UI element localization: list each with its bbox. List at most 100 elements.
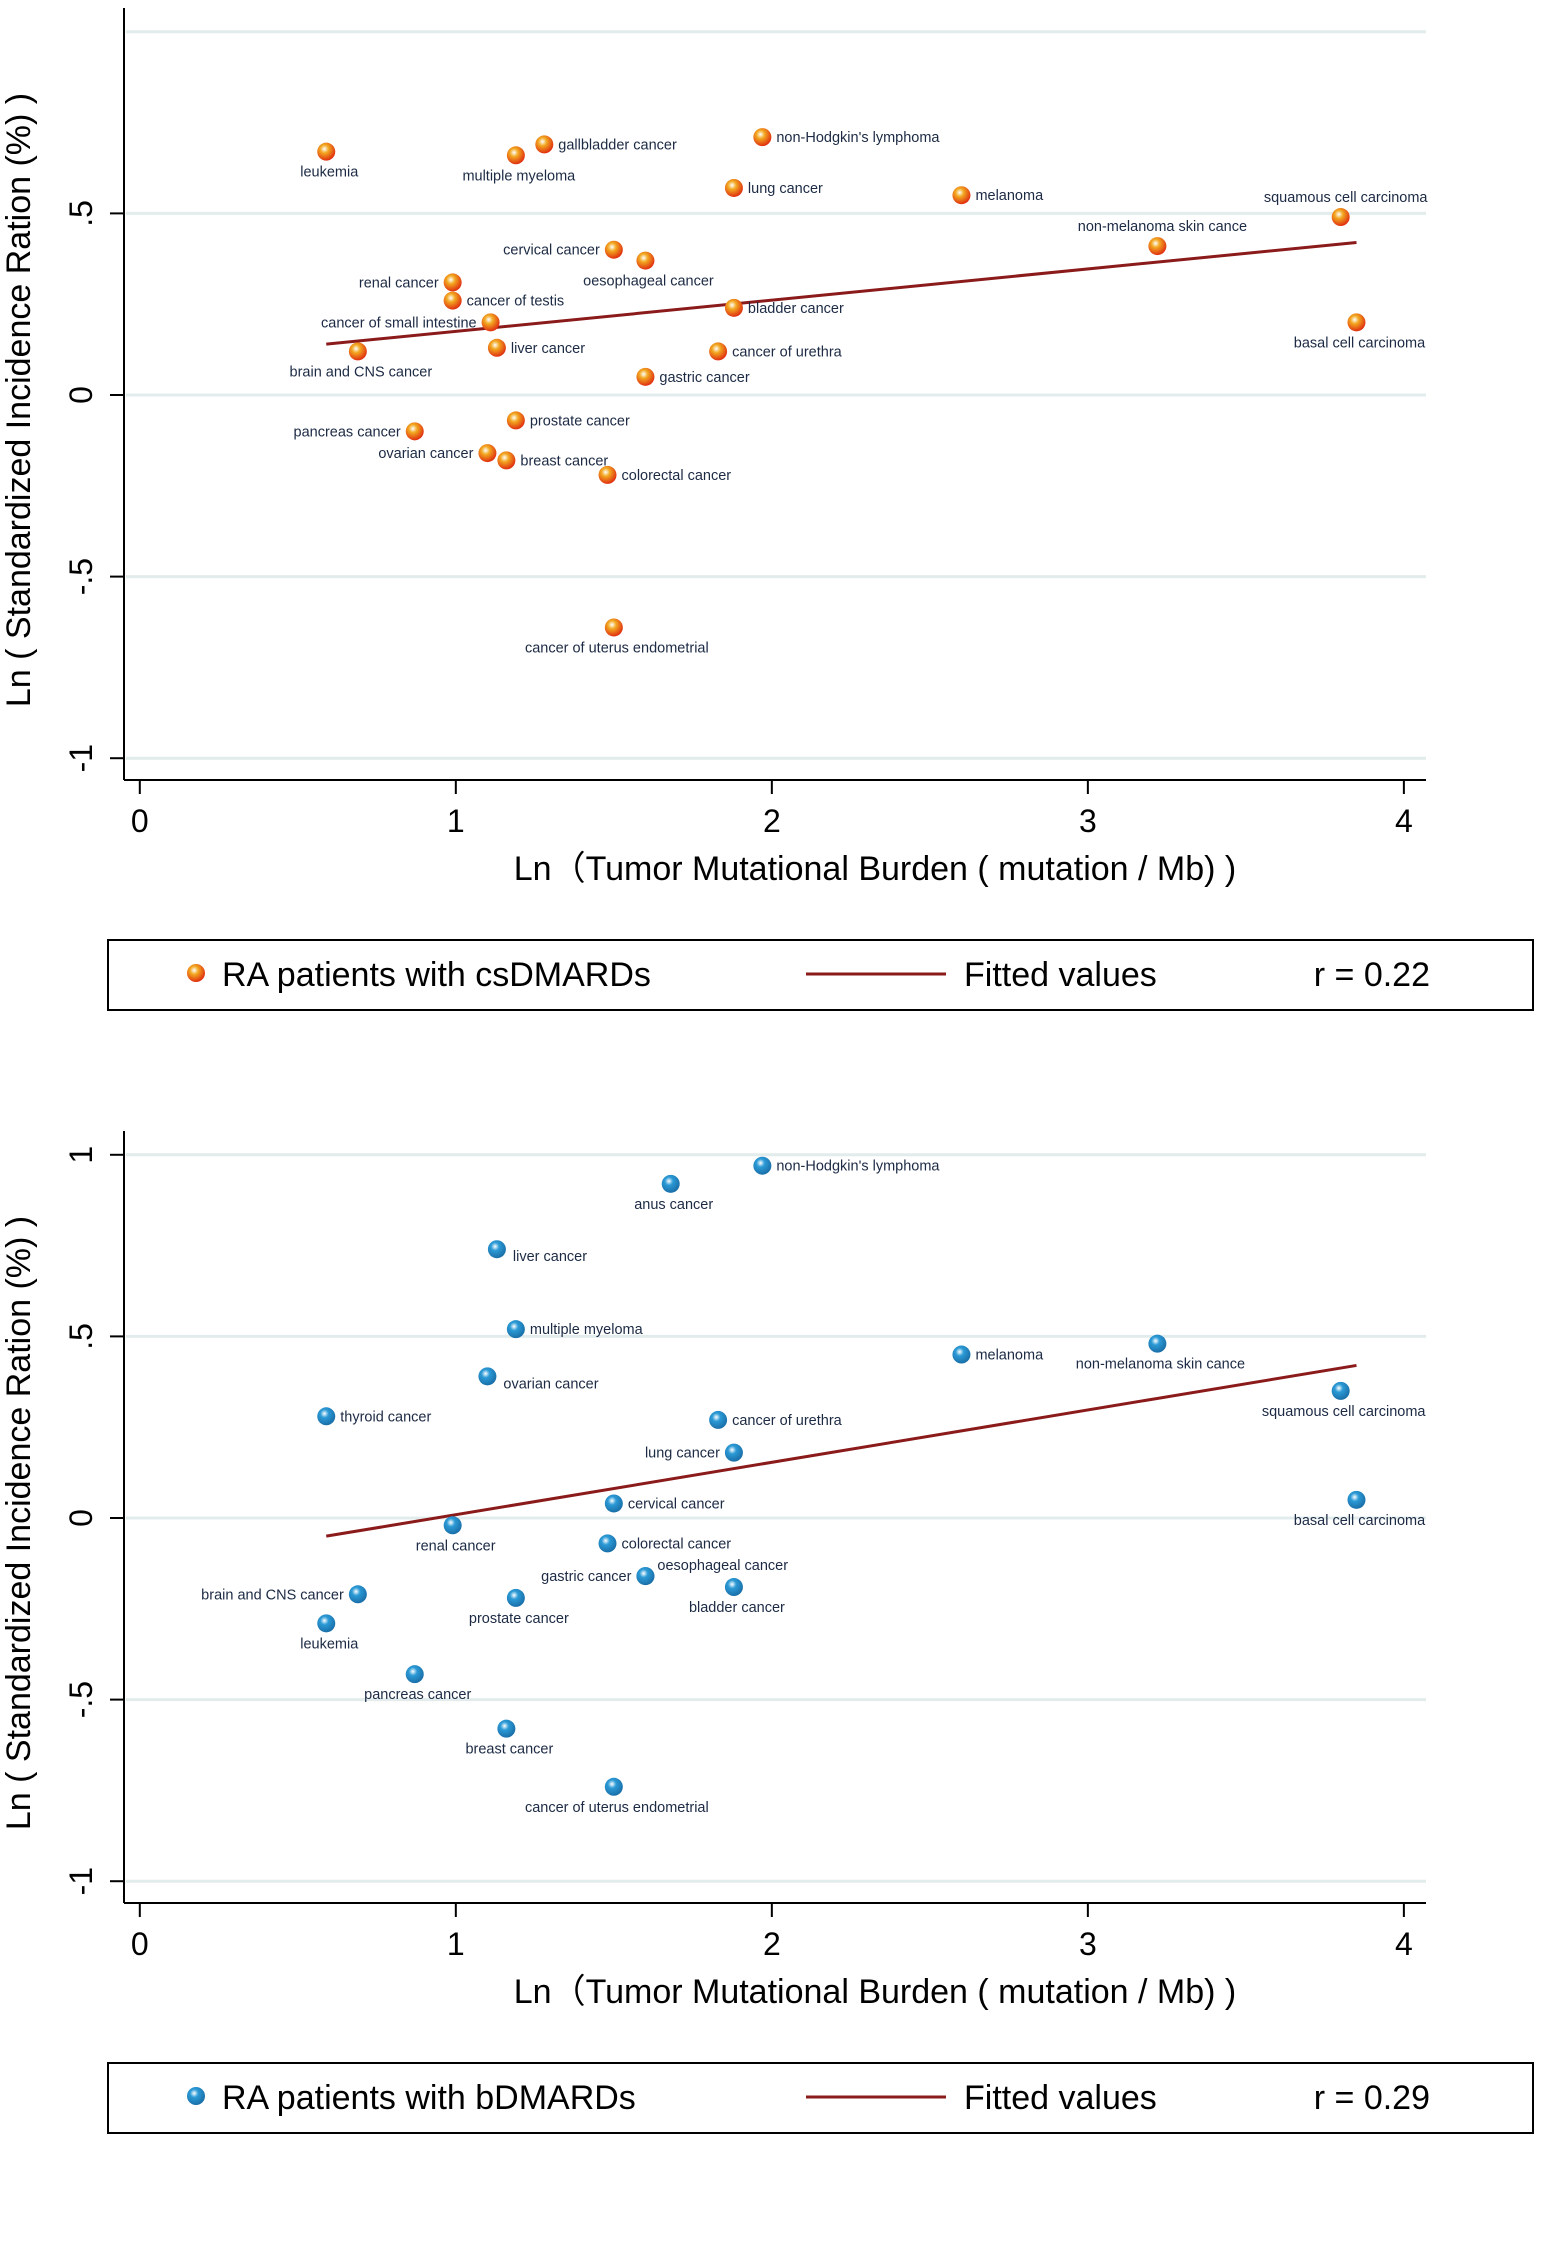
point-label: cancer of urethra [732, 344, 843, 360]
data-point [952, 1346, 970, 1364]
data-point [1347, 1491, 1365, 1509]
point-label: oesophageal cancer [657, 1558, 788, 1574]
y-tick-label: .5 [63, 200, 99, 227]
y-axis-title: Ln ( Standardized Incidence Ration (%) ) [0, 93, 38, 707]
chart-panel-bdmards: 0 1 2 3 4 -1 -.5 0 .5 1 Ln（Tumor Mutational Burden… [0, 1123, 1541, 2246]
legend-r-value: r = 0.22 [1314, 956, 1430, 994]
data-point [605, 1778, 623, 1796]
data-point [406, 1665, 424, 1683]
x-tick-label: 0 [131, 803, 149, 839]
data-point [507, 1589, 525, 1607]
data-point [497, 451, 515, 469]
data-point [478, 444, 496, 462]
data-point [753, 1157, 771, 1175]
point-label: cervical cancer [628, 1496, 725, 1512]
data-point [709, 342, 727, 360]
x-tick-label: 2 [763, 803, 781, 839]
point-label: bladder cancer [748, 301, 844, 317]
legend-line-label: Fitted values [964, 2079, 1157, 2117]
legend-marker [187, 2087, 205, 2105]
point-label: anus cancer [634, 1197, 713, 1213]
x-tick-label: 4 [1395, 803, 1413, 839]
point-label: basal cell carcinoma [1294, 1513, 1426, 1529]
point-label: gallbladder cancer [558, 137, 677, 153]
data-point [599, 466, 617, 484]
point-label: basal cell carcinoma [1294, 335, 1426, 351]
point-label: gastric cancer [541, 1569, 631, 1585]
point-label: non-Hodgkin's lymphoma [776, 1159, 940, 1175]
point-label: brain and CNS cancer [290, 364, 433, 380]
point-label: prostate cancer [469, 1611, 569, 1627]
point-label: liver cancer [513, 1249, 587, 1265]
point-label: leukemia [300, 1636, 359, 1652]
data-point [636, 252, 654, 270]
data-point [725, 299, 743, 317]
data-point [709, 1411, 727, 1429]
x-tick-label: 0 [131, 1926, 149, 1962]
data-point [317, 1407, 335, 1425]
data-point [725, 1578, 743, 1596]
data-point [497, 1720, 515, 1738]
data-point [488, 339, 506, 357]
point-label: melanoma [975, 1348, 1044, 1364]
point-label: non-melanoma skin cance [1076, 1357, 1245, 1373]
data-point [317, 1614, 335, 1632]
point-label: leukemia [300, 165, 359, 181]
point-label: cancer of urethra [732, 1413, 843, 1429]
data-point [662, 1175, 680, 1193]
data-point [605, 1494, 623, 1512]
data-point [605, 618, 623, 636]
y-tick-label: -1 [63, 744, 99, 772]
point-label: cancer of uterus endometrial [525, 1800, 709, 1816]
data-point [349, 1585, 367, 1603]
x-tick-label: 3 [1079, 1926, 1097, 1962]
legend-r-value: r = 0.29 [1314, 2079, 1430, 2117]
point-label: multiple myeloma [462, 168, 576, 184]
point-label: breast cancer [465, 1742, 553, 1758]
point-label: brain and CNS cancer [201, 1587, 344, 1603]
point-label: lung cancer [645, 1446, 720, 1462]
y-tick-label: -.5 [63, 1681, 99, 1718]
data-point [636, 1567, 654, 1585]
data-point [952, 186, 970, 204]
point-label: prostate cancer [530, 413, 630, 429]
scatter-chart-bdmards: 0 1 2 3 4 -1 -.5 0 .5 1 Ln（Tumor Mutational Burden… [0, 1123, 1541, 2246]
point-label: liver cancer [511, 341, 585, 357]
point-label: pancreas cancer [364, 1687, 471, 1703]
point-label: non-Hodgkin's lymphoma [776, 130, 940, 146]
y-tick-label: 1 [63, 1146, 99, 1164]
y-tick-label: 0 [63, 1509, 99, 1527]
point-label: multiple myeloma [530, 1322, 644, 1338]
point-label: squamous cell carcinoma [1264, 190, 1429, 206]
data-point [444, 1516, 462, 1534]
data-point [1148, 237, 1166, 255]
point-label: colorectal cancer [622, 1536, 732, 1552]
y-tick-label: -.5 [63, 558, 99, 595]
point-label: cancer of small intestine [321, 315, 477, 331]
point-label: renal cancer [359, 275, 439, 291]
data-point [478, 1367, 496, 1385]
data-point [507, 411, 525, 429]
scatter-chart-csdmards: 0 1 2 3 4 -1 -.5 0 .5 Ln（Tumor Mutational Burden … [0, 0, 1541, 1123]
chart-panel-csdmards: 0 1 2 3 4 -1 -.5 0 .5 Ln（Tumor Mutational Burden … [0, 0, 1541, 1123]
point-label: breast cancer [520, 453, 608, 469]
data-point [349, 342, 367, 360]
y-tick-label: 0 [63, 386, 99, 404]
data-point [482, 313, 500, 331]
data-point [636, 368, 654, 386]
point-label: colorectal cancer [622, 468, 732, 484]
legend-line-label: Fitted values [964, 956, 1157, 994]
x-tick-label: 4 [1395, 1926, 1413, 1962]
point-label: melanoma [975, 188, 1044, 204]
point-label: pancreas cancer [294, 424, 401, 440]
data-point [605, 241, 623, 259]
data-point [753, 128, 771, 146]
point-label: cancer of uterus endometrial [525, 640, 709, 656]
legend-marker-label: RA patients with csDMARDs [222, 956, 651, 994]
point-label: thyroid cancer [340, 1409, 431, 1425]
y-axis-title: Ln ( Standardized Incidence Ration (%) ) [0, 1216, 38, 1830]
data-point [725, 179, 743, 197]
data-point [1332, 1382, 1350, 1400]
point-label: cancer of testis [467, 294, 565, 310]
data-point [535, 135, 553, 153]
